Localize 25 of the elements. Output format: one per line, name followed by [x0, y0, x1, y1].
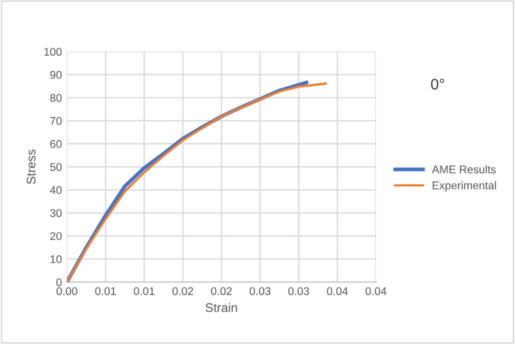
y-tick-label: 40 [50, 186, 62, 194]
y-tick-label: 80 [50, 94, 62, 102]
x-tick-label: 0.02 [211, 287, 232, 296]
x-axis-title: Strain [206, 302, 237, 312]
y-axis-title: Stress [26, 150, 36, 184]
x-tick-label: 0.04 [326, 287, 348, 296]
y-tick-label: 50 [50, 163, 62, 171]
x-tick-label: 0.02 [172, 287, 194, 296]
y-tick-label: 90 [50, 70, 62, 79]
x-tick-label: 0.03 [250, 287, 270, 296]
y-tick-label: 20 [50, 232, 62, 240]
y-tick-label: 70 [50, 117, 62, 125]
legend-label: AME Results [432, 165, 496, 174]
y-tick-label: 100 [44, 48, 62, 56]
x-tick-label: 0.00 [56, 287, 78, 296]
y-tick-label: 10 [50, 255, 62, 264]
y-tick-label: 0 [56, 278, 62, 286]
x-tick-label: 0.01 [134, 287, 154, 296]
x-tick-label: 0.01 [95, 287, 116, 296]
x-tick-label: 0.03 [288, 287, 310, 296]
text: 0° [431, 78, 444, 90]
y-tick-label: 60 [50, 140, 62, 148]
y-tick-label: 30 [50, 209, 62, 218]
x-tick-label: 0.04 [366, 287, 386, 296]
legend-label: Experimental [432, 181, 496, 192]
